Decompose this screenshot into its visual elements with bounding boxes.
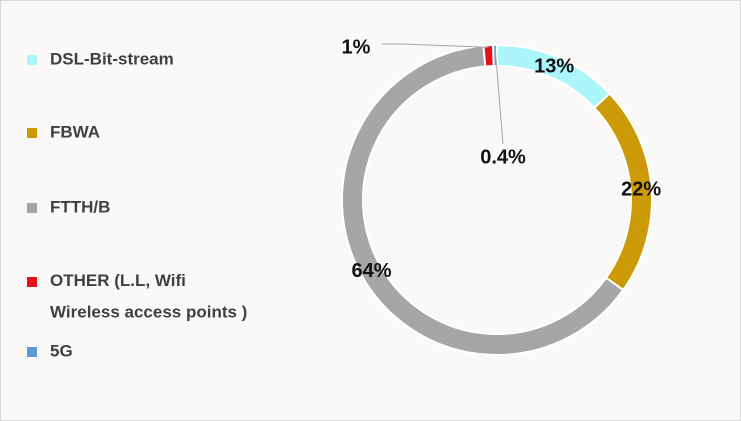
legend-label: DSL-Bit-stream	[50, 49, 174, 68]
leader-line	[494, 46, 504, 145]
data-label: 22%	[621, 178, 661, 200]
donut-slice	[482, 44, 495, 68]
legend-swatch	[27, 55, 37, 65]
data-label: 64%	[352, 260, 392, 282]
legend-label: 5G	[50, 341, 73, 360]
legend-swatch	[27, 347, 37, 357]
legend-swatch	[27, 203, 37, 213]
legend-label: OTHER (L.L, Wifi Wireless access points )	[50, 271, 247, 321]
data-label: 13%	[534, 56, 574, 78]
legend-label: FTTH/B	[50, 197, 110, 216]
legend-swatch	[27, 128, 37, 138]
legend-label: FBWA	[50, 122, 100, 141]
data-label: 1%	[342, 36, 371, 58]
leader-line	[382, 43, 489, 48]
legend-swatch	[27, 277, 37, 287]
data-label: 0.4%	[480, 146, 526, 168]
